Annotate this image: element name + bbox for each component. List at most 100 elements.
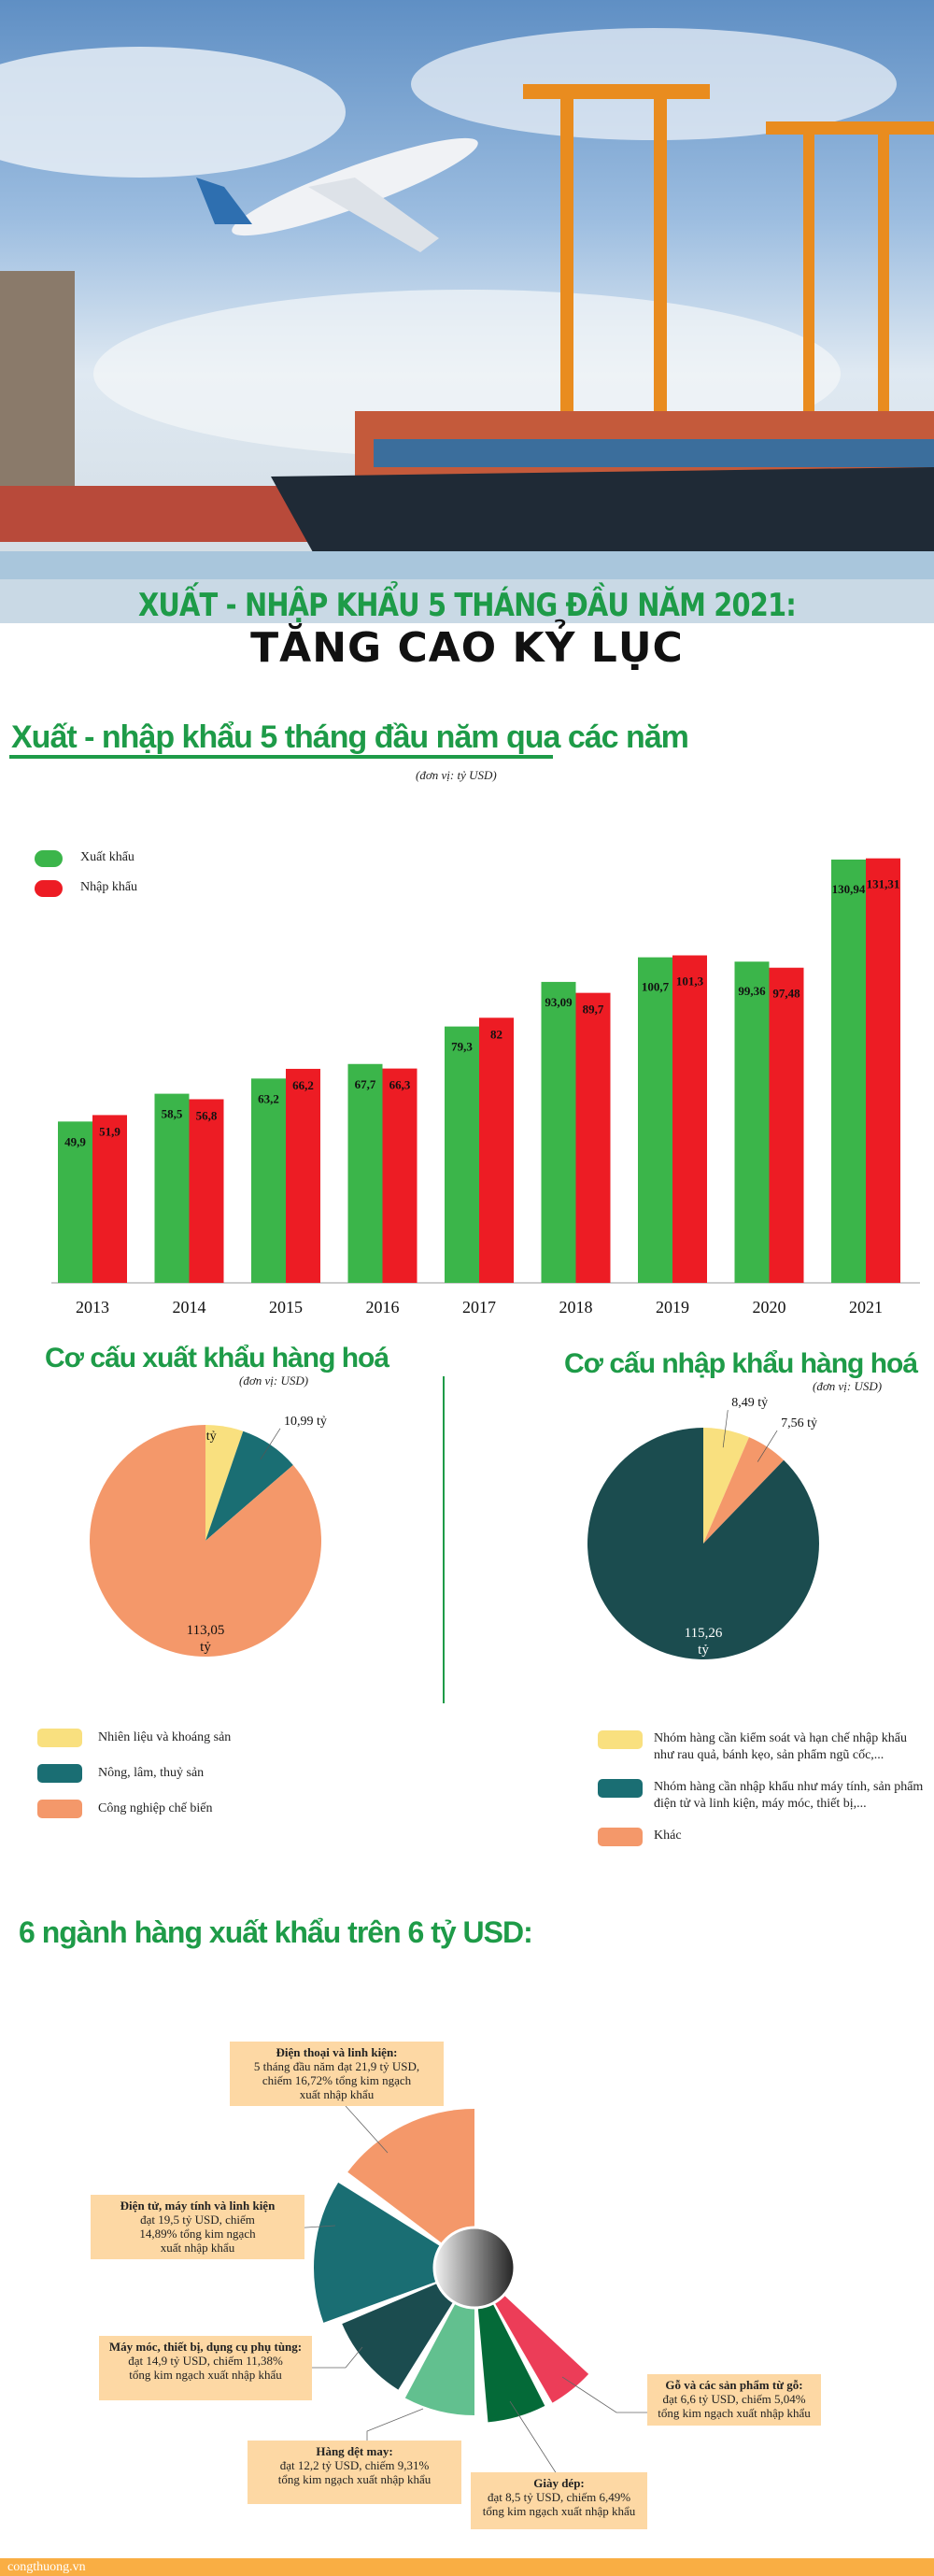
legend-swatch-import (35, 880, 63, 897)
rose-label-title: Máy móc, thiết bị, dụng cụ phụ tùng: (108, 2340, 303, 2354)
rose-sector (347, 2109, 474, 2268)
legend-swatch (598, 1828, 643, 1846)
import-pie-slice (587, 1428, 819, 1659)
legend-label: Nông, lâm, thuỷ sản (98, 1766, 205, 1780)
import-pie-title: Cơ cấu nhập khẩu hàng hoá (564, 1348, 918, 1379)
data-label: 58,5 (162, 1107, 183, 1121)
legend-export: Xuất khẩu (80, 850, 134, 864)
data-label: 100,7 (642, 980, 670, 994)
rose-label-box: Giày dép: đạt 8,5 tỷ USD, chiếm 6,49% tổng… (471, 2472, 647, 2529)
export-pie-unit: (đơn vị: USD) (239, 1373, 309, 1388)
slice-label: 7,56 tỷ (781, 1416, 817, 1430)
rose-sector (314, 2182, 474, 2323)
rose-label-title: Giày dép: (533, 2476, 585, 2490)
rose-label-title: Điện thoại và linh kiện: (276, 2045, 398, 2059)
slice-label: 10,99 tỷ (284, 1415, 327, 1429)
x-tick-label: 2016 (366, 1298, 400, 1316)
legend-label: Nhiên liệu và khoáng sản (98, 1730, 232, 1744)
slice-label: 113,05 (187, 1623, 225, 1638)
bar-import-2021 (866, 858, 900, 1283)
x-tick-label: 2019 (656, 1298, 689, 1316)
divider (443, 1376, 445, 1703)
bar-import-2018 (575, 992, 611, 1283)
rose-label-text: đạt 14,9 tỷ USD, chiếm 11,38% (128, 2354, 283, 2368)
x-tick-label: 2017 (462, 1298, 496, 1316)
legend-swatch (598, 1779, 643, 1798)
rose-label-box: Hàng dệt may: đạt 12,2 tỷ USD, chiếm 9,31… (248, 2441, 461, 2504)
leader-line (757, 1430, 778, 1462)
data-label: 49,9 (64, 1134, 86, 1148)
rose-label-box: Gỗ và các sản phẩm từ gỗ: đạt 6,6 tỷ USD,… (647, 2374, 821, 2426)
bar-chart: 49,9 51,9 2013 58,5 56,8 2014 63,2 66,2 2015 67,7… (51, 858, 920, 1316)
data-label: 99,36 (738, 984, 766, 998)
data-label: 97,48 (772, 987, 800, 1001)
legend-label: Nhóm hàng cần nhập khẩu như máy tính, sả… (654, 1780, 924, 1811)
rose-sector (474, 2268, 545, 2423)
rose-label-text: tổng kim ngạch xuất nhập khẩu (277, 2472, 432, 2486)
leader-line (509, 2400, 559, 2479)
bar-export-2014 (154, 1093, 190, 1283)
rose-label-text: tổng kim ngạch xuất nhập khẩu (129, 2368, 282, 2382)
bar-import-2017 (479, 1018, 514, 1283)
rose-label-box: Điện tử, máy tính và linh kiện đạt 19,5 t… (91, 2195, 304, 2259)
data-label: 93,09 (545, 995, 573, 1009)
export-pie-title: Cơ cấu xuất khẩu hàng hoá (45, 1343, 389, 1373)
footer-site: congthuong.vn (7, 2560, 86, 2574)
bar-export-2016 (347, 1063, 383, 1283)
data-label: 66,2 (292, 1078, 314, 1092)
data-label: 51,9 (99, 1124, 120, 1138)
rose-label-text: chiếm 16,72% tổng kim ngạch (262, 2073, 412, 2087)
rose-label-text: xuất nhập khẩu (299, 2087, 375, 2101)
bar-import-2014 (189, 1099, 224, 1283)
data-label: 67,7 (355, 1077, 376, 1091)
airplane-icon (196, 137, 478, 252)
bar-export-2017 (445, 1026, 479, 1283)
rose-label-text: tổng kim ngạch xuất nhập khẩu (658, 2406, 811, 2420)
legend-swatch (37, 1729, 82, 1747)
export-pie-slice (89, 1425, 321, 1657)
x-tick-label: 2013 (76, 1298, 109, 1316)
legend-swatch (37, 1800, 82, 1818)
main-title: XUẤT - NHẬP KHẨU 5 THÁNG ĐẦU NĂM 2021: (137, 587, 797, 624)
rose-label-text: 5 tháng đầu năm đạt 21,9 tỷ USD, (253, 2059, 420, 2073)
bar-export-2021 (831, 859, 866, 1283)
rose-label-box: Điện thoại và linh kiện: 5 tháng đầu năm … (230, 2042, 444, 2106)
rose-label-text: đạt 12,2 tỷ USD, chiếm 9,31% (279, 2458, 430, 2472)
hero-photo (0, 0, 934, 623)
rose-label-text: đạt 6,6 tỷ USD, chiếm 5,04% (662, 2392, 806, 2406)
rose-hub (432, 2226, 517, 2310)
rose-label-text: đạt 8,5 tỷ USD, chiếm 6,49% (487, 2490, 631, 2504)
bar-export-2015 (251, 1078, 286, 1283)
import-pie-slice (703, 1428, 750, 1544)
leader-line (306, 2346, 363, 2369)
x-tick-label: 2014 (173, 1298, 206, 1316)
x-tick-label: 2018 (559, 1298, 593, 1316)
rose-label-text: xuất nhập khẩu (160, 2241, 235, 2255)
rose-chart-title: 6 ngành hàng xuất khẩu trên 6 tỷ USD: (19, 1915, 533, 1949)
rose-label-box: Máy móc, thiết bị, dụng cụ phụ tùng: đạt … (99, 2336, 312, 2400)
data-label: 89,7 (583, 1003, 604, 1017)
bar-import-2020 (769, 967, 804, 1283)
legend-label: Nhóm hàng cần kiểm soát và hạn chế nhập … (654, 1731, 907, 1762)
rose-label-text: tổng kim ngạch xuất nhập khẩu (482, 2504, 636, 2518)
rose-label-title: Điện tử, máy tính và linh kiện (120, 2199, 276, 2213)
legend-label: Công nghiệp chế biến (98, 1801, 213, 1815)
bar-import-2013 (92, 1115, 127, 1283)
bar-export-2019 (638, 957, 672, 1283)
leader-line (561, 2376, 647, 2413)
footer: congthuong.vn (0, 2558, 934, 2576)
export-pie-slice (205, 1430, 293, 1541)
leader-line (345, 2105, 389, 2154)
leader-line (722, 1410, 729, 1448)
data-label: 101,3 (676, 975, 704, 989)
leader-line (260, 1428, 281, 1460)
bar-chart-title: Xuất - nhập khẩu 5 tháng đầu năm qua các… (11, 719, 689, 755)
legend-swatch-export (35, 850, 63, 867)
main-subtitle: TĂNG CAO KỶ LỤC (250, 624, 684, 672)
rose-label-title: Hàng dệt may: (316, 2444, 393, 2458)
slice-label: 8,49 tỷ (731, 1396, 768, 1410)
data-label: 79,3 (451, 1040, 473, 1054)
bar-import-2019 (672, 955, 707, 1283)
data-label: 131,31 (867, 877, 900, 891)
